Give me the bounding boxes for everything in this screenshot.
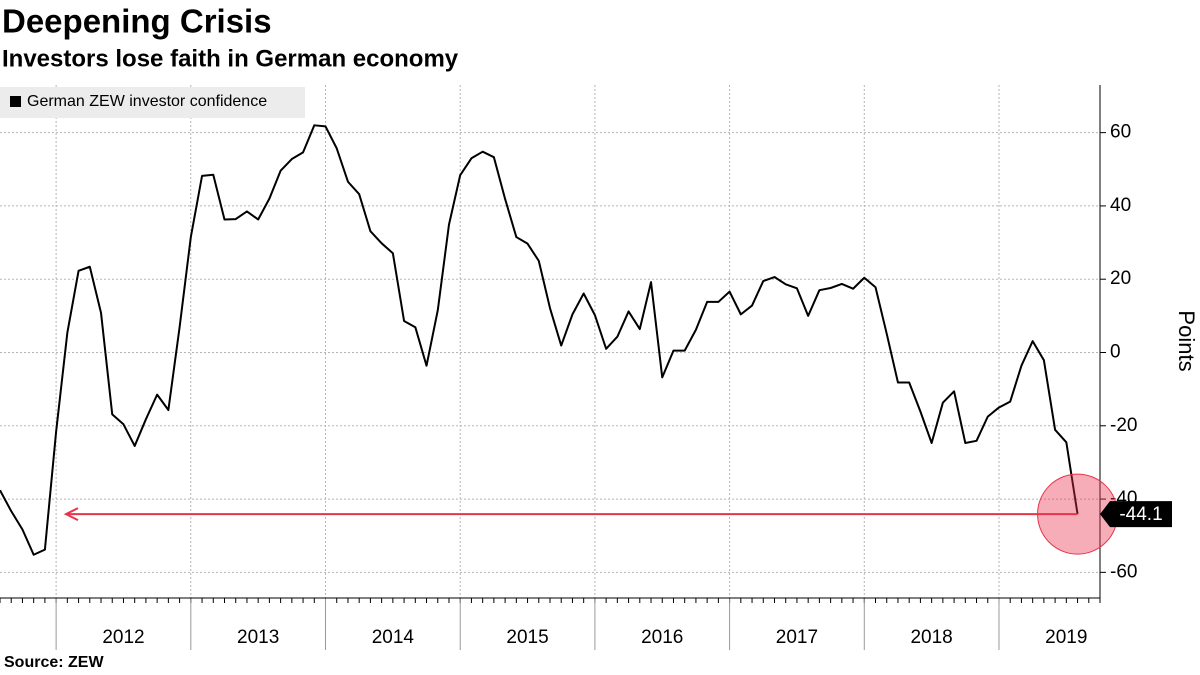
- last-value-label: -44.1: [1119, 504, 1162, 525]
- x-tick-label: 2014: [372, 627, 415, 648]
- y-tick-label: 60: [1110, 122, 1131, 143]
- x-tick-label: 2016: [641, 627, 683, 648]
- x-tick-label: 2019: [1045, 627, 1087, 648]
- y-tick-label: -20: [1110, 415, 1137, 436]
- y-axis-label: Points: [1174, 310, 1199, 371]
- chart-title: Deepening Crisis: [2, 3, 272, 40]
- source: Source: ZEW: [4, 654, 104, 671]
- series-line: [0, 124, 1079, 556]
- x-tick-label: 2013: [237, 627, 279, 648]
- x-tick-label: 2018: [910, 627, 952, 648]
- legend-box: [0, 87, 305, 118]
- highlight-arrowhead: [63, 507, 79, 521]
- x-tick-label: 2015: [506, 627, 548, 648]
- y-tick-label: 20: [1110, 268, 1131, 289]
- chart-subtitle: Investors lose faith in German economy: [2, 45, 459, 72]
- y-tick-label: 0: [1110, 342, 1121, 363]
- y-tick-label: 40: [1110, 195, 1131, 216]
- y-tick-label: -60: [1110, 561, 1137, 582]
- x-tick-label: 2012: [102, 627, 144, 648]
- last-value-box: [1100, 501, 1172, 528]
- legend-label: German ZEW investor confidence: [27, 93, 267, 110]
- x-tick-label: 2017: [776, 627, 818, 648]
- legend-swatch: [10, 96, 21, 107]
